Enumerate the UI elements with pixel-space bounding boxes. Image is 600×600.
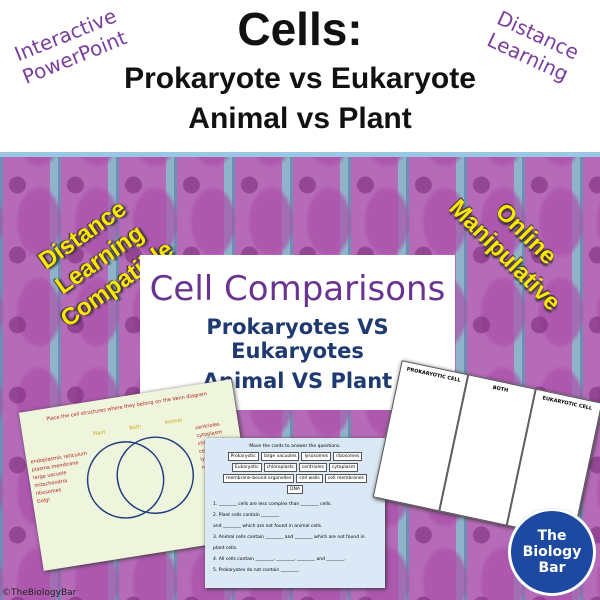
card: DNA [287,485,303,494]
question: and ________ which are not found in anim… [213,524,323,529]
question: 3. Animal cells contain ________ and ___… [213,535,365,551]
card: Prokaryotic [227,452,259,461]
worksheet: Move the cards to answer the questions. … [205,438,385,588]
venn-slide: Place the cell structures where they bel… [18,379,257,571]
subtitle: Animal vs Plant [188,102,412,135]
footer: ©TheBiologyBar [2,588,77,598]
card: ribosomes [333,452,363,461]
logo-text: The Biology Bar [522,528,582,576]
cards: Prokaryotic large vacuoles lysosomes riboso… [205,449,385,497]
question: 1. ________ cells are less complex than … [213,502,332,507]
box-line: Animal VS Plant [202,369,393,393]
card: Eukaryotic [231,463,262,472]
box-title: Cell Comparisons [149,269,446,309]
card: large vacuoles [260,452,300,461]
logo: The Biology Bar [508,508,596,596]
question: 2. Plant cells contain ________ [213,513,280,518]
card: centrioles [298,463,327,472]
card: chloroplasts [263,463,297,472]
card: cell membranes [324,474,367,483]
title: Cells: [237,3,363,55]
venn [86,436,195,519]
card: cytoplasm [328,463,359,472]
header: Cells: Prokaryote vs Eukaryote Animal vs… [0,0,600,157]
card: cell walls [296,474,323,483]
subtitle: Prokaryote vs Eukaryote [124,62,476,95]
question: 5. Prokaryotes do not contain ________ [213,568,299,573]
card: membrane-bound organelles [223,474,295,483]
card: lysosomes [301,452,332,461]
questions: 1. ________ cells are less complex than … [205,497,385,578]
question: 4. All cells contain ________, ________,… [213,557,346,562]
box-line: Prokaryotes VS Eukaryotes [206,315,389,363]
list: endoplasmic reticulum plasma membrane larg… [30,451,94,507]
sheet-title: Move the cards to answer the questions. [249,444,341,449]
